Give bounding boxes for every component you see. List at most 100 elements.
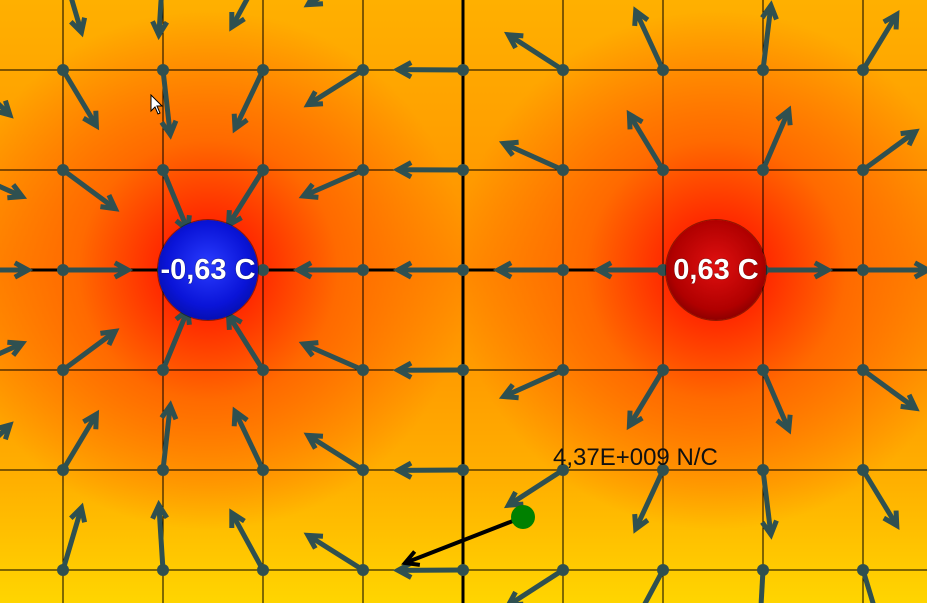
field-vector-arrow xyxy=(61,328,120,373)
field-vector-arrow xyxy=(0,99,14,119)
field-vector-arrow xyxy=(0,260,34,280)
grid-node-dot xyxy=(457,164,469,176)
positive-charge-label: 0,63 C xyxy=(673,253,759,286)
grid-node-dot xyxy=(457,64,469,76)
field-vector-arrow xyxy=(392,260,463,280)
grid-node-dot xyxy=(757,564,769,576)
field-vector-arrow xyxy=(60,409,100,472)
grid-node-dot xyxy=(657,564,669,576)
grid-node-dot xyxy=(57,364,69,376)
grid-node-dot xyxy=(357,264,369,276)
grid-node-dot xyxy=(457,464,469,476)
grid-node-dot xyxy=(557,564,569,576)
grid-node-dot xyxy=(257,264,269,276)
grid-node-dot xyxy=(57,264,69,276)
field-vector-arrow xyxy=(861,128,920,173)
field-vector-arrow xyxy=(292,260,363,280)
field-vector-arrow xyxy=(160,305,192,371)
grid-node-dot xyxy=(257,364,269,376)
field-vector-arrow xyxy=(150,0,169,41)
grid-node-dot xyxy=(657,464,669,476)
field-vector-arrow xyxy=(626,109,666,172)
field-vector-arrow xyxy=(298,340,365,373)
field-vector-arrow xyxy=(760,0,779,71)
grid-node-dot xyxy=(857,264,869,276)
grid-node-dot xyxy=(857,464,869,476)
grid-node-dot xyxy=(757,364,769,376)
field-vector-arrow xyxy=(504,467,565,509)
grid-node-dot xyxy=(557,264,569,276)
field-vector-arrow xyxy=(392,160,464,180)
field-vector-arrow xyxy=(159,69,179,140)
field-vector-arrow xyxy=(860,569,876,603)
grid-node-dot xyxy=(257,464,269,476)
grid-node-dot xyxy=(857,364,869,376)
field-vector-arrow xyxy=(760,369,793,435)
grid-node-dot xyxy=(57,464,69,476)
field-vector-arrow xyxy=(60,502,88,571)
negative-charge[interactable]: -0,63 C xyxy=(158,220,258,320)
field-vector-arrow xyxy=(392,460,464,480)
field-vector-arrow xyxy=(632,6,666,72)
grid-node-dot xyxy=(657,64,669,76)
grid-node-dot xyxy=(357,164,369,176)
grid-node-dot xyxy=(57,164,69,176)
field-vector-arrow xyxy=(231,68,266,134)
field-vector-arrow xyxy=(150,499,169,571)
field-vector-arrow xyxy=(392,560,464,580)
grid-node-dot xyxy=(357,464,369,476)
field-vector-arrow xyxy=(229,0,250,32)
grid-node-dot xyxy=(557,164,569,176)
field-vector-arrow xyxy=(626,368,666,431)
field-vector-arrow xyxy=(303,432,365,473)
field-vector-arrow xyxy=(225,168,266,230)
field-vector-arrow xyxy=(506,567,565,603)
field-vector-arrow xyxy=(0,421,14,441)
field-vector-arrow xyxy=(392,360,464,380)
grid-node-dot xyxy=(757,164,769,176)
field-strength-label: 4,37E+009 N/C xyxy=(553,444,718,471)
grid-node-dot xyxy=(857,164,869,176)
field-vector-arrow xyxy=(632,468,666,534)
grid-node-dot xyxy=(157,164,169,176)
field-vector-arrow xyxy=(303,532,365,573)
grid-node-dot xyxy=(557,364,569,376)
probe-field-vector-arrow xyxy=(401,515,524,567)
grid-node-dot xyxy=(457,364,469,376)
field-vector-arrow xyxy=(392,60,464,80)
grid-node-dot xyxy=(57,564,69,576)
grid-node-dot xyxy=(157,464,169,476)
grid-node-dot xyxy=(157,364,169,376)
grid-node-dot xyxy=(257,64,269,76)
positive-charge[interactable]: 0,63 C xyxy=(666,220,766,320)
field-vector-arrow xyxy=(860,10,900,72)
grid-node-dot xyxy=(457,564,469,576)
grid-node-dot xyxy=(257,164,269,176)
field-vector-arrow xyxy=(642,568,666,603)
field-vector-arrow xyxy=(160,169,192,235)
field-vector-arrow xyxy=(760,105,793,171)
grid-node-dot xyxy=(157,64,169,76)
field-vector-arrow xyxy=(225,310,266,372)
field-vector-arrow xyxy=(863,260,927,280)
field-vector-arrow xyxy=(861,367,920,412)
field-vector-arrow xyxy=(760,469,779,540)
grid-node-dot xyxy=(57,64,69,76)
field-vector-arrow xyxy=(231,406,266,472)
field-vector-arrow xyxy=(63,260,134,280)
grid-node-dot xyxy=(557,64,569,76)
field-vector-arrow xyxy=(159,400,179,471)
grid-node-dot xyxy=(257,564,269,576)
probe-point[interactable] xyxy=(511,505,535,529)
field-vector-arrow xyxy=(69,0,88,38)
grid-node-dot xyxy=(457,264,469,276)
mouse-cursor-icon xyxy=(150,94,164,115)
grid-node-dot xyxy=(757,464,769,476)
field-vector-arrow xyxy=(498,367,565,401)
field-vector-arrow xyxy=(303,0,324,8)
field-vector-arrow xyxy=(229,508,266,572)
field-vector-arrow xyxy=(60,68,100,131)
grid-node-dot xyxy=(757,64,769,76)
field-vector-arrow xyxy=(763,260,834,280)
